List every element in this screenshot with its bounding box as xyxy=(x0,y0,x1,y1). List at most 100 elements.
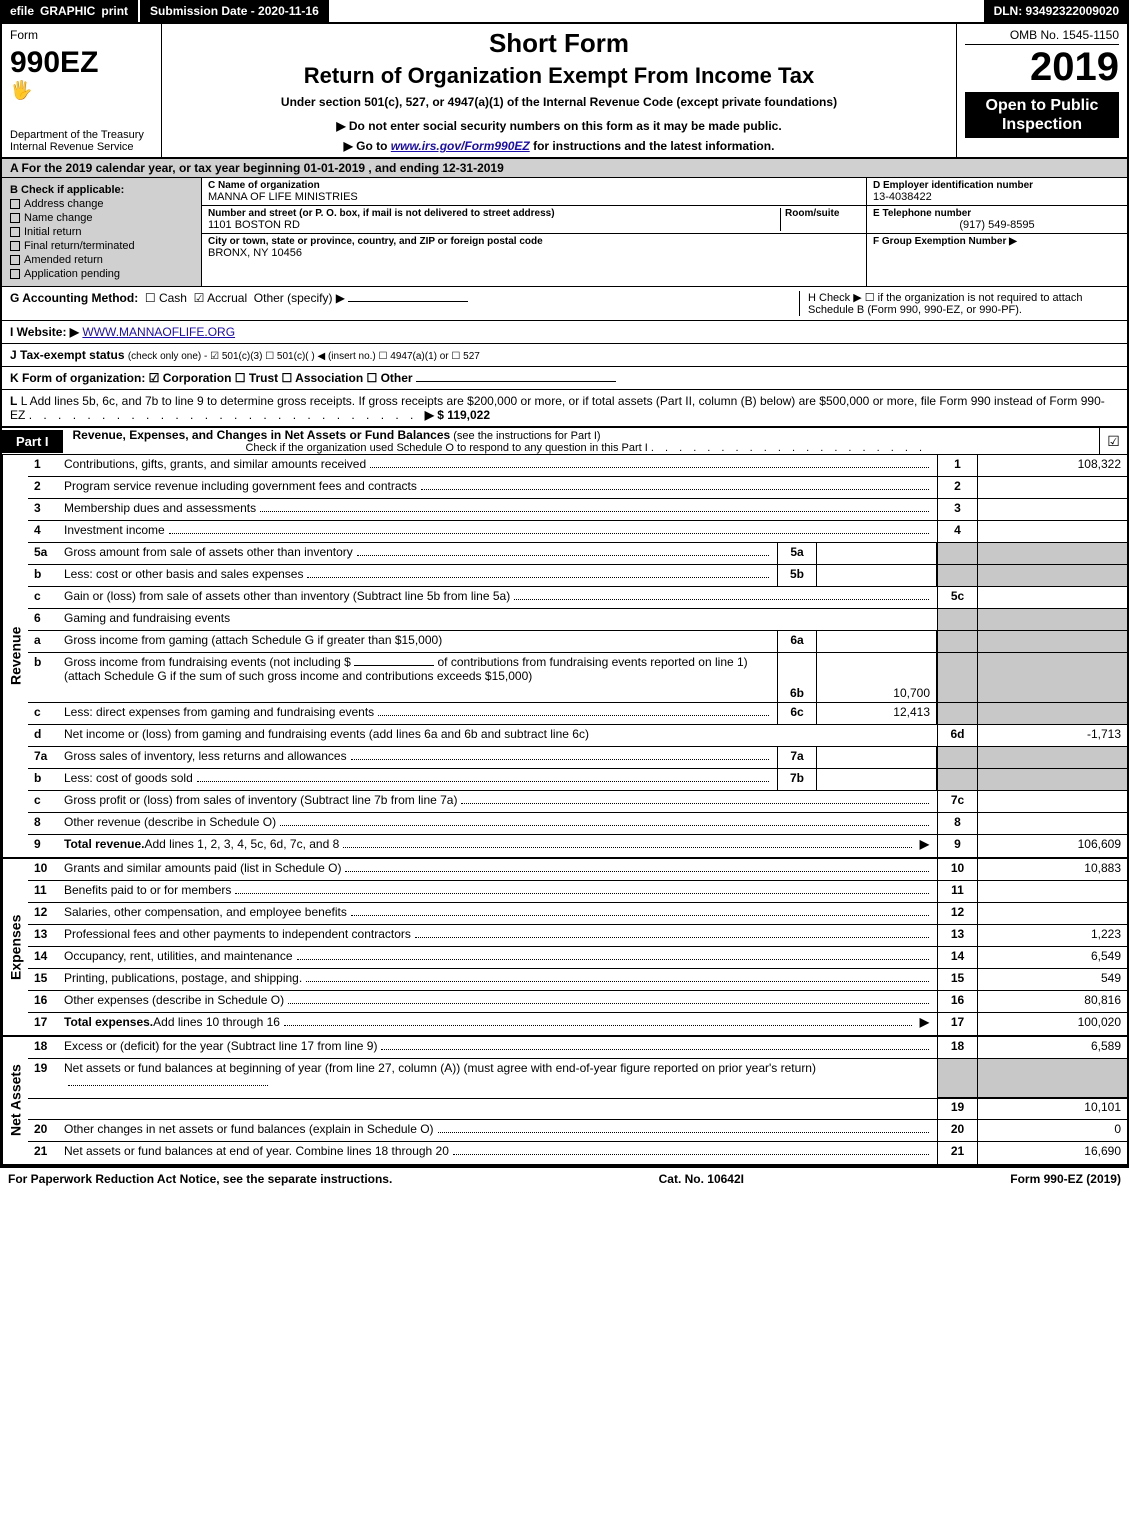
ln5a-shade2 xyxy=(977,543,1127,564)
ln6a-subval xyxy=(817,631,937,652)
ln1-desc: Contributions, gifts, grants, and simila… xyxy=(64,457,366,471)
line-16: 16 Other expenses (describe in Schedule … xyxy=(28,991,1127,1013)
ln13-col: 13 xyxy=(937,925,977,946)
section-gh: G Accounting Method: ☐ Cash ☑ Accrual Ot… xyxy=(2,287,1127,321)
chk-name-change[interactable]: Name change xyxy=(10,212,193,224)
ln15-num: 15 xyxy=(28,969,60,990)
ln19-col: 19 xyxy=(937,1098,977,1119)
ln8-val xyxy=(977,813,1127,834)
ln5c-num: c xyxy=(28,587,60,608)
ln5c-desc: Gain or (loss) from sale of assets other… xyxy=(64,589,510,603)
ln6c-sub: 6c xyxy=(777,703,817,724)
ln7c-col: 7c xyxy=(937,791,977,812)
schedule-o-checkbox[interactable]: ☑ xyxy=(1099,428,1127,454)
short-form-title: Short Form xyxy=(170,28,948,59)
ln12-col: 12 xyxy=(937,903,977,924)
ln10-val: 10,883 xyxy=(977,859,1127,880)
line-4: 4 Investment income 4 xyxy=(28,521,1127,543)
line-l: L L Add lines 5b, 6c, and 7b to line 9 t… xyxy=(2,390,1127,428)
ln8-desc: Other revenue (describe in Schedule O) xyxy=(64,815,276,829)
k-other-field[interactable] xyxy=(416,381,616,382)
ln6b-shade2 xyxy=(977,653,1127,702)
irs-link[interactable]: www.irs.gov/Form990EZ xyxy=(391,139,530,153)
section-bcd: B Check if applicable: Address change Na… xyxy=(2,178,1127,287)
ln7b-sub: 7b xyxy=(777,769,817,790)
ln18-desc: Excess or (deficit) for the year (Subtra… xyxy=(64,1039,377,1053)
ln7a-shade xyxy=(937,747,977,768)
ln16-val: 80,816 xyxy=(977,991,1127,1012)
ln19-shade2 xyxy=(977,1059,1127,1098)
ln20-num: 20 xyxy=(28,1120,60,1141)
chk-address-change[interactable]: Address change xyxy=(10,198,193,210)
line-21: 21 Net assets or fund balances at end of… xyxy=(28,1142,1127,1164)
line-6a: a Gross income from gaming (attach Sched… xyxy=(28,631,1127,653)
ln6-desc: Gaming and fundraising events xyxy=(64,611,230,625)
ln6c-shade2 xyxy=(977,703,1127,724)
ln2-val xyxy=(977,477,1127,498)
line-5a: 5a Gross amount from sale of assets othe… xyxy=(28,543,1127,565)
i-label: I Website: ▶ xyxy=(10,325,79,339)
ln11-desc: Benefits paid to or for members xyxy=(64,883,231,897)
cat-no: Cat. No. 10642I xyxy=(659,1172,744,1186)
ln17-val: 100,020 xyxy=(977,1013,1127,1035)
top-bar: efile GRAPHIC print Submission Date - 20… xyxy=(0,0,1129,22)
l-amount: ▶ $ 119,022 xyxy=(425,408,490,422)
expenses-vlabel: Expenses xyxy=(2,859,28,1035)
line-6: 6 Gaming and fundraising events xyxy=(28,609,1127,631)
goto-suffix: for instructions and the latest informat… xyxy=(530,139,775,153)
tel-value: (917) 549-8595 xyxy=(873,219,1121,231)
ln6c-num: c xyxy=(28,703,60,724)
ln7a-desc: Gross sales of inventory, less returns a… xyxy=(64,749,347,763)
ln6-num: 6 xyxy=(28,609,60,630)
ln2-col: 2 xyxy=(937,477,977,498)
ln5b-num: b xyxy=(28,565,60,586)
ln16-col: 16 xyxy=(937,991,977,1012)
ln18-val: 6,589 xyxy=(977,1037,1127,1058)
ln7a-shade2 xyxy=(977,747,1127,768)
group-label: F Group Exemption Number ▶ xyxy=(873,236,1121,247)
ln9-desc2: Add lines 1, 2, 3, 4, 5c, 6d, 7c, and 8 xyxy=(144,837,339,851)
line-8: 8 Other revenue (describe in Schedule O)… xyxy=(28,813,1127,835)
ln5c-col: 5c xyxy=(937,587,977,608)
part1-title-suffix: (see the instructions for Part I) xyxy=(450,430,600,442)
omb-number: OMB No. 1545-1150 xyxy=(965,28,1119,45)
form-word: Form xyxy=(10,28,153,42)
ln6d-desc: Net income or (loss) from gaming and fun… xyxy=(64,727,589,741)
irs-label: Internal Revenue Service xyxy=(10,141,144,153)
paperwork-notice: For Paperwork Reduction Act Notice, see … xyxy=(8,1172,392,1186)
line-5c: c Gain or (loss) from sale of assets oth… xyxy=(28,587,1127,609)
chk-final-return[interactable]: Final return/terminated xyxy=(10,240,193,252)
ln7b-shade xyxy=(937,769,977,790)
chk-amended-return[interactable]: Amended return xyxy=(10,254,193,266)
col-b-checkboxes: B Check if applicable: Address change Na… xyxy=(2,178,202,286)
dln-label: DLN: 93492322009020 xyxy=(984,0,1129,22)
ln6a-num: a xyxy=(28,631,60,652)
line-3: 3 Membership dues and assessments 3 xyxy=(28,499,1127,521)
g-other-field[interactable] xyxy=(348,301,468,302)
under-section: Under section 501(c), 527, or 4947(a)(1)… xyxy=(170,95,948,109)
group-exemption-cell: F Group Exemption Number ▶ xyxy=(867,234,1127,249)
chk-application-pending[interactable]: Application pending xyxy=(10,268,193,280)
ln5b-shade xyxy=(937,565,977,586)
header-right: OMB No. 1545-1150 2019 Open to Public In… xyxy=(957,24,1127,157)
line-10: 10 Grants and similar amounts paid (list… xyxy=(28,859,1127,881)
ln6a-shade xyxy=(937,631,977,652)
chk-initial-return[interactable]: Initial return xyxy=(10,226,193,238)
city-value: BRONX, NY 10456 xyxy=(208,247,860,259)
org-name-cell: C Name of organization MANNA OF LIFE MIN… xyxy=(202,178,866,206)
ln6b-amount-field[interactable] xyxy=(354,665,434,666)
department-label: Department of the Treasury xyxy=(10,129,144,141)
ln5b-desc: Less: cost or other basis and sales expe… xyxy=(64,567,303,581)
street-label: Number and street (or P. O. box, if mail… xyxy=(208,208,780,219)
website-link[interactable]: WWW.MANNAOFLIFE.ORG xyxy=(82,325,235,339)
ln21-val: 16,690 xyxy=(977,1142,1127,1164)
line-k: K Form of organization: ☑ Corporation ☐ … xyxy=(2,367,1127,390)
ln13-num: 13 xyxy=(28,925,60,946)
line-7a: 7a Gross sales of inventory, less return… xyxy=(28,747,1127,769)
ln7b-num: b xyxy=(28,769,60,790)
ln5a-num: 5a xyxy=(28,543,60,564)
print-link[interactable]: print xyxy=(101,4,128,18)
line-13: 13 Professional fees and other payments … xyxy=(28,925,1127,947)
ln7a-sub: 7a xyxy=(777,747,817,768)
efile-graphic-print: efile GRAPHIC print xyxy=(0,0,138,22)
